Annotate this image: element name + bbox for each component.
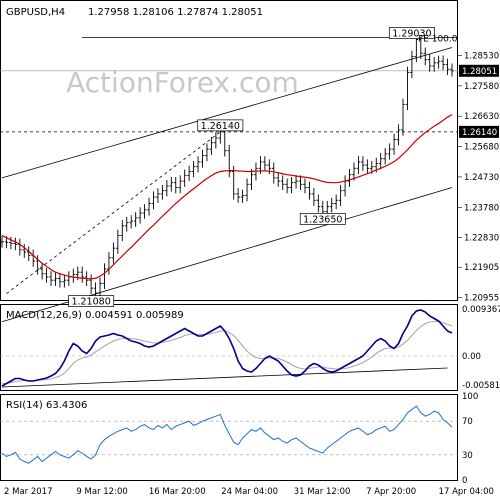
- label-high-box: [388, 27, 435, 39]
- rsi-layer: [0, 405, 458, 464]
- rsi-axis-tick: 30: [462, 451, 473, 461]
- rsi-axis-tick: 0: [462, 476, 467, 486]
- price-axis-tick: 1.21905: [464, 263, 499, 273]
- label-swing-low: 1.23650: [303, 214, 342, 225]
- rsi-line: [1, 405, 453, 464]
- current-price-badge: 1.28051: [462, 67, 497, 77]
- macd-axis-tick: 0.00: [462, 352, 481, 362]
- ema-line: [1, 114, 453, 280]
- macd-axis-tick: -0.005819: [462, 381, 500, 391]
- x-axis-tick: 24 Mar 04:00: [221, 487, 278, 497]
- key-level-badge: 1.26140: [462, 128, 497, 138]
- macd-layer: [0, 309, 458, 388]
- price-axis-tick: 1.22830: [464, 234, 499, 244]
- macd-signal-line: [2, 320, 453, 385]
- x-axis-tick: 7 Apr 20:00: [366, 487, 416, 497]
- macd-title: MACD(12,26,9) 0.004591 0.005989: [6, 310, 184, 321]
- label-swing-low-box: [299, 213, 346, 225]
- rsi-axis-tick: 100: [462, 392, 478, 402]
- watermark: ActionForex.com: [66, 66, 299, 99]
- label-low: 1.21080: [71, 297, 110, 308]
- macd-trendline: [1, 367, 448, 388]
- rsi-panel-frame: [0, 394, 458, 481]
- chart-title: GBPUSD,H4: [6, 7, 65, 18]
- macd-line: [1, 309, 453, 387]
- price-axis-tick: 1.23780: [464, 203, 499, 213]
- x-axis-tick: 9 Mar 12:00: [76, 487, 127, 497]
- x-axis-tick: 2 Mar 2017: [4, 487, 52, 497]
- label-high: 1.29030: [392, 28, 431, 39]
- current-price-badge-box: [459, 64, 499, 77]
- price-axis-tick: 1.27580: [464, 82, 499, 92]
- price-axis-tick: 1.25680: [464, 143, 499, 153]
- macd-panel-frame: [0, 304, 458, 391]
- axis-layer: 1.28530 1.27580 1.26630 1.25680 1.24730 1.237…: [4, 51, 500, 497]
- rsi-axis-tick: 70: [462, 417, 473, 427]
- macd-axis-tick: 0.009367: [462, 305, 500, 315]
- price-axis-tick: 1.20955: [464, 294, 499, 304]
- x-axis-tick: 16 Mar 20:00: [149, 487, 206, 497]
- x-axis-tick: 31 Mar 12:00: [294, 487, 351, 497]
- key-level-badge-box: [459, 125, 499, 138]
- price-panel-frame: [0, 0, 458, 301]
- label-swing-high: 1.26140: [201, 121, 240, 132]
- price-axis-tick: 1.26630: [464, 112, 499, 122]
- quote-values: 1.27958 1.28106 1.27874 1.28051: [88, 7, 263, 18]
- x-axis-tick: 17 Apr 04:00: [439, 487, 494, 497]
- label-swing-high-box: [197, 119, 244, 132]
- channel-upper-line: [1, 47, 453, 179]
- price-axis-tick: 1.28530: [464, 51, 499, 61]
- rsi-title: RSI(14) 63.4306: [6, 400, 87, 411]
- fib-label: FE 100.0: [418, 34, 458, 44]
- price-axis-tick: 1.24730: [464, 173, 499, 183]
- price-layer: 1.29030 1.26140 1.23650 1.21080 FE 100.0: [0, 27, 458, 323]
- label-low-box: [68, 295, 115, 307]
